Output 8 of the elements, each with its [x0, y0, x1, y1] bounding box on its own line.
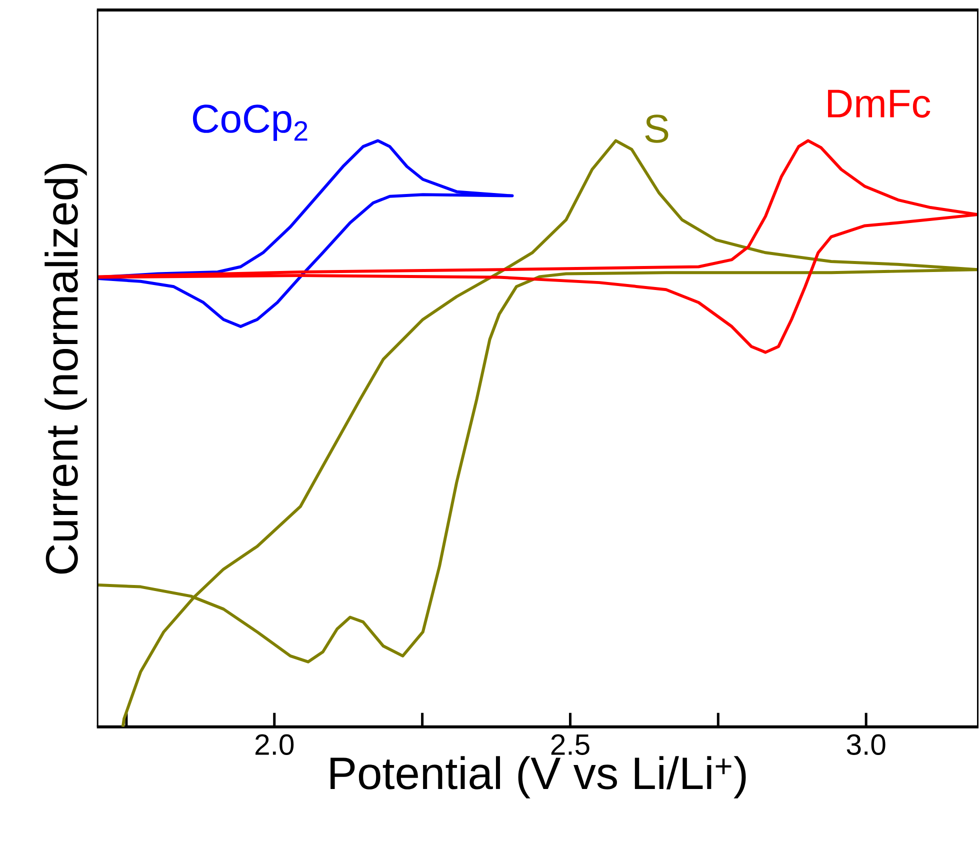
x-tick-label: 3.0 — [846, 734, 886, 756]
x-tick-label: 2.5 — [551, 734, 590, 756]
series-label: DmFc — [828, 90, 930, 118]
x-axis-title: Potential (V vs Li/Li$^{+}$) — [330, 756, 746, 798]
series-label: CoCp$_{2}$ — [192, 104, 308, 141]
y-axis-title: Current (normalized) — [44, 164, 87, 574]
series-label: S — [645, 114, 668, 144]
x-tick-label: 2.0 — [255, 734, 294, 756]
